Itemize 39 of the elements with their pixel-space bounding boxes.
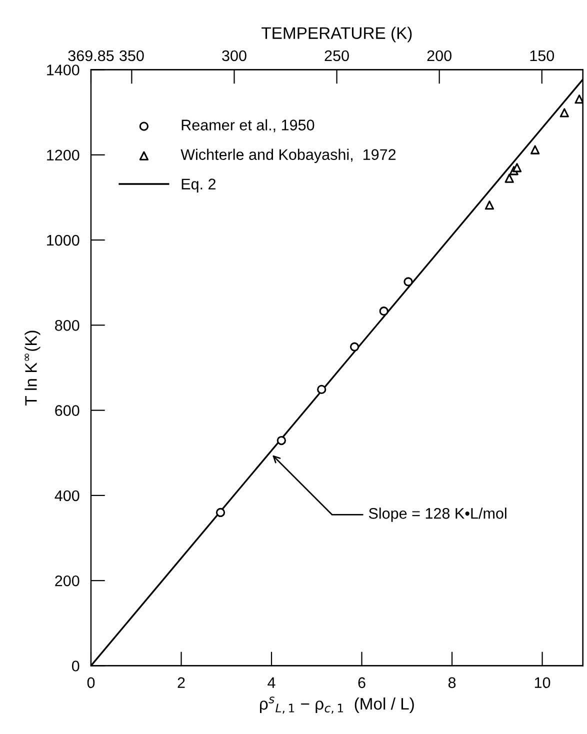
point [512, 163, 522, 172]
point [317, 384, 326, 394]
legend-label: Wichterle and Kobayashi, 1972 [180, 148, 396, 163]
point [504, 174, 514, 183]
legend-label: Reamer et al., 1950 [182, 119, 314, 132]
y-tick-label: 800 [55, 320, 80, 331]
x-tick-label: 6 [358, 677, 366, 688]
y-tick-label: 600 [55, 405, 80, 416]
y-tick-label: 1000 [47, 234, 80, 246]
x-tick-label: 2 [178, 677, 185, 688]
x2-tick-label: 350 [120, 50, 144, 62]
y-tick-label: 1400 [47, 64, 80, 76]
point [484, 200, 494, 210]
x-axis-title: ρ$^{s}$$_{L,1}$ − ρ$_{c,1}$ (Mol / L) [260, 696, 414, 714]
y-tick-label: 1200 [47, 150, 80, 161]
point [560, 108, 569, 118]
x2-tick-label: 369.85 [68, 50, 114, 62]
y-tick-label: 400 [54, 490, 80, 502]
x2-tick-label: 200 [427, 50, 452, 62]
x-tick-label: 8 [448, 677, 456, 688]
annotation: Slope = 128 K•L/mol [368, 508, 506, 522]
x2-axis-title: TEMPERATURE (K) [262, 26, 412, 42]
point [276, 436, 286, 446]
x-tick-label: 0 [87, 677, 95, 688]
x2-tick-label: 300 [222, 50, 246, 62]
y-axis-title: T ln K$^{∞}$(K) [24, 330, 40, 406]
x2-tick-label: 250 [324, 50, 349, 62]
point [574, 94, 583, 104]
y-tick-label: 200 [55, 575, 80, 586]
point [530, 145, 540, 154]
x-tick-label: 4 [268, 677, 276, 688]
x-tick-label: 10 [534, 677, 550, 688]
x2-tick-label: 150 [530, 50, 554, 62]
legend-label: Eq. 2 [182, 178, 216, 193]
point [379, 306, 388, 316]
y-tick-label: 0 [72, 660, 80, 672]
point [404, 277, 413, 286]
point [350, 342, 360, 352]
point [216, 508, 226, 518]
